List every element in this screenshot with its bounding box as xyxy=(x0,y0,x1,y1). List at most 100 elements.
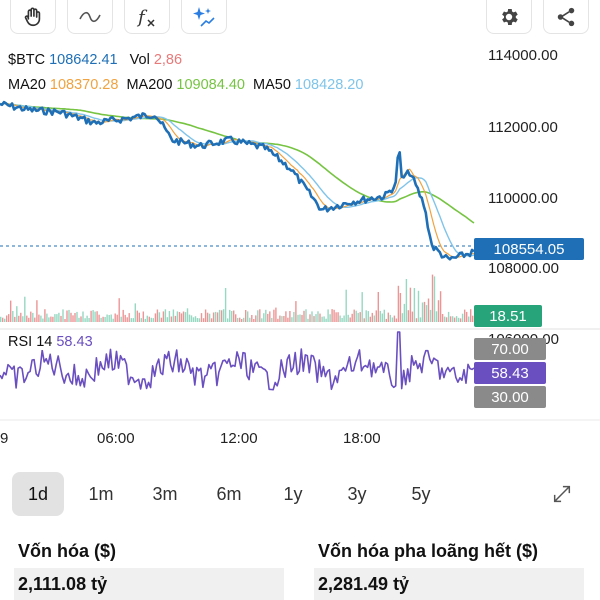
volume-bar xyxy=(52,316,54,322)
volume-bar xyxy=(375,310,377,322)
volume-bar xyxy=(429,309,432,322)
volume-bar xyxy=(333,309,335,322)
volume-bar xyxy=(78,317,80,322)
volume-bar xyxy=(449,316,452,322)
volume-bar xyxy=(166,317,169,322)
volume-bar xyxy=(208,313,211,322)
volume-bar xyxy=(367,311,369,322)
volume-bar xyxy=(6,315,8,322)
rsi-line xyxy=(0,331,475,391)
price-axis-label: 110000.00 xyxy=(488,190,558,207)
volume-bar xyxy=(104,317,106,322)
volume-bar xyxy=(170,316,173,322)
volume-bar xyxy=(245,310,247,322)
volume-bar xyxy=(257,310,259,322)
volume-bar xyxy=(224,288,227,322)
volume-bar xyxy=(363,318,365,322)
curve-line-button[interactable] xyxy=(67,0,113,34)
range-3m-button[interactable]: 3m xyxy=(152,483,178,504)
volume-bar xyxy=(247,311,249,322)
volume-bar xyxy=(120,316,122,322)
volume-bar xyxy=(86,315,88,322)
range-1d-button[interactable]: 1d xyxy=(12,472,64,516)
volume-bar xyxy=(451,316,454,322)
volume-bar xyxy=(114,313,116,322)
volume-bar xyxy=(218,309,221,322)
volume-bar xyxy=(269,311,271,322)
ma200-value: 109084.40 xyxy=(176,77,245,93)
volume-bar xyxy=(361,292,363,322)
volume-bar xyxy=(243,317,245,322)
volume-bar xyxy=(273,309,275,322)
range-1m-button[interactable]: 1m xyxy=(88,483,114,504)
volume-bar xyxy=(441,314,444,322)
volume-bar xyxy=(202,318,205,322)
volume-bar xyxy=(371,312,373,322)
volume-bar xyxy=(222,309,225,322)
volume-bar xyxy=(283,316,285,322)
volume-bar xyxy=(319,313,321,322)
share-icon xyxy=(557,7,575,26)
volume-bar xyxy=(287,317,289,322)
volume-bar xyxy=(152,318,154,322)
volume-bar xyxy=(204,309,207,322)
volume-bar xyxy=(409,287,412,322)
volume-bar xyxy=(343,315,345,322)
volume-bar xyxy=(415,318,418,322)
volume-bar xyxy=(48,317,50,322)
volume-bar xyxy=(433,276,436,322)
volume-bar xyxy=(403,303,406,322)
volume-bar xyxy=(389,314,391,322)
volume-bar xyxy=(188,314,191,322)
range-3y-button[interactable]: 3y xyxy=(347,483,367,504)
volume-bar xyxy=(150,317,152,322)
price-chart[interactable] xyxy=(0,0,600,460)
rsi-value-tag: 58.43 xyxy=(474,362,546,384)
volume-bar xyxy=(180,313,183,322)
volume-bar xyxy=(82,311,84,322)
function-button[interactable]: f xyxy=(124,0,170,34)
volume-bar xyxy=(313,316,315,322)
volume-bar xyxy=(281,316,283,322)
volume-bar xyxy=(369,316,371,322)
volume-bar xyxy=(18,315,20,322)
symbol-label: $BTC xyxy=(8,52,46,68)
volume-bar xyxy=(291,317,293,322)
volume-bar xyxy=(126,317,128,322)
rsi-upper-tag: 70.00 xyxy=(474,338,546,360)
range-6m-button[interactable]: 6m xyxy=(216,483,242,504)
volume-bar xyxy=(407,310,410,322)
volume-bar xyxy=(401,313,404,322)
range-5y-button[interactable]: 5y xyxy=(411,483,431,504)
volume-bar xyxy=(317,311,319,322)
volume-bar xyxy=(108,315,110,322)
volume-bar xyxy=(68,309,70,322)
volume-bar xyxy=(184,312,187,322)
volume-bar xyxy=(98,314,100,322)
volume-bar xyxy=(92,310,94,322)
volume-bar xyxy=(16,306,18,322)
volume-bar xyxy=(261,318,263,322)
volume-bar xyxy=(341,318,343,322)
volume-bar xyxy=(216,312,219,322)
volume-bar xyxy=(455,316,458,322)
volume-bar xyxy=(132,318,134,322)
volume-bar xyxy=(74,313,76,322)
volume-bar xyxy=(377,292,379,322)
range-1y-button[interactable]: 1y xyxy=(283,483,303,504)
volume-bar xyxy=(196,318,199,322)
volume-bar xyxy=(295,301,297,322)
volume-bar xyxy=(249,317,251,322)
fullscreen-button[interactable] xyxy=(540,472,584,516)
hand-draw-button[interactable] xyxy=(10,0,56,34)
volume-bar xyxy=(405,279,408,322)
share-button[interactable] xyxy=(543,0,589,34)
volume-bar xyxy=(94,311,96,322)
ma50-label: MA50 xyxy=(253,77,291,93)
settings-button[interactable] xyxy=(486,0,532,34)
volume-bar xyxy=(329,314,331,322)
volume-bar xyxy=(255,315,257,322)
ma200-label: MA200 xyxy=(126,77,173,93)
volume-bar xyxy=(387,312,389,322)
ai-sparkle-button[interactable] xyxy=(181,0,227,34)
